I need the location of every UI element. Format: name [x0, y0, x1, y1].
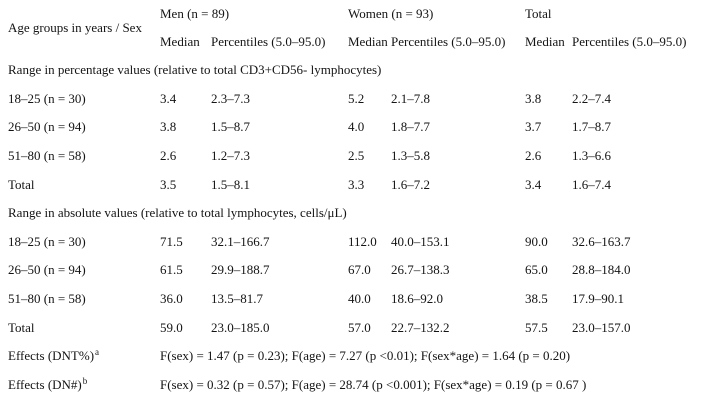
- table-cell: 2.6: [160, 148, 177, 164]
- row-label: 51–80 (n = 58): [8, 291, 86, 307]
- section-title-percentage-values: Range in percentage values (relative to …: [8, 62, 382, 78]
- effects-dnt-percent-statistics: F(sex) = 1.47 (p = 0.23); F(age) = 7.27 …: [160, 348, 571, 364]
- header-men-median: Median: [160, 34, 200, 49]
- table-cell: 3.4: [160, 90, 177, 106]
- table-cell: 4.0: [348, 119, 365, 135]
- table-cell: 2.3–7.3: [211, 90, 250, 106]
- header-women-median: Median: [348, 34, 388, 49]
- table-cell: 32.1–166.7: [211, 233, 270, 249]
- table-cell: 1.8–7.7: [391, 119, 430, 135]
- table-cell: 57.0: [348, 319, 371, 335]
- table-cell: 22.7–132.2: [391, 319, 450, 335]
- table-cell: 18.6–92.0: [391, 291, 443, 307]
- row-label: Total: [8, 319, 35, 335]
- table-cell: 1.6–7.2: [391, 176, 430, 192]
- table-cell: 40.0: [348, 291, 371, 307]
- header-total-median: Median: [525, 34, 565, 49]
- effects-dn-count-label: Effects (DN#) b: [8, 375, 88, 392]
- effects-dn-count-statistics: F(sex) = 0.32 (p = 0.57); F(age) = 28.74…: [160, 376, 587, 392]
- table-cell: 1.6–7.4: [572, 176, 611, 192]
- table-cell: 2.5: [348, 148, 365, 164]
- table-cell: 2.2–7.4: [572, 90, 611, 106]
- table-cell: 23.0–185.0: [211, 319, 270, 335]
- row-label: 26–50 (n = 94): [8, 119, 86, 135]
- table-cell: 13.5–81.7: [211, 291, 263, 307]
- table-cell: 17.9–90.1: [572, 291, 624, 307]
- table-cell: 26.7–138.3: [391, 262, 450, 278]
- table-cell: 3.8: [160, 119, 177, 135]
- table-cell: 1.7–8.7: [572, 119, 611, 135]
- row-label: 18–25 (n = 30): [8, 90, 86, 106]
- header-age-groups-sex-label: Age groups in years / Sex: [8, 20, 142, 35]
- table-cell: 40.0–153.1: [391, 233, 450, 249]
- header-group-men: Men (n = 89): [160, 6, 230, 21]
- table-cell: 3.5: [160, 176, 177, 192]
- table-cell: 59.0: [160, 319, 183, 335]
- table-cell: 112.0: [348, 233, 377, 249]
- header-group-women: Women (n = 93): [348, 6, 434, 21]
- table-cell: 28.8–184.0: [572, 262, 631, 278]
- section-title-absolute-values: Range in absolute values (relative to to…: [8, 205, 347, 221]
- row-label: 26–50 (n = 94): [8, 262, 86, 278]
- table-cell: 61.5: [160, 262, 183, 278]
- effects-dnt-percent-label: Effects (DNT%) a: [8, 347, 100, 364]
- header-total-percentiles: Percentiles (5.0–95.0): [572, 34, 687, 49]
- table-cell: 1.3–5.8: [391, 148, 430, 164]
- header-men-percentiles: Percentiles (5.0–95.0): [211, 34, 326, 49]
- table-cell: 29.9–188.7: [211, 262, 270, 278]
- table-cell: 1.5–8.1: [211, 176, 250, 192]
- table-cell: 1.3–6.6: [572, 148, 611, 164]
- table-cell: 3.3: [348, 176, 365, 192]
- table-cell: 65.0: [525, 262, 548, 278]
- table-cell: 23.0–157.0: [572, 319, 631, 335]
- table-cell: 90.0: [525, 233, 548, 249]
- table-cell: 3.4: [525, 176, 542, 192]
- table-cell: 1.2–7.3: [211, 148, 250, 164]
- table-cell: 3.8: [525, 90, 542, 106]
- table-cell: 38.5: [525, 291, 548, 307]
- effects-dnt-percent-text: Effects (DNT%): [8, 348, 95, 364]
- table-cell: 67.0: [348, 262, 371, 278]
- row-label: 18–25 (n = 30): [8, 233, 86, 249]
- table-cell: 2.6: [525, 148, 542, 164]
- table-cell: 32.6–163.7: [572, 233, 631, 249]
- effects-dn-count-text: Effects (DN#): [8, 376, 82, 392]
- table-cell: 1.5–8.7: [211, 119, 250, 135]
- table-cell: 36.0: [160, 291, 183, 307]
- table-cell: 71.5: [160, 233, 183, 249]
- row-label: 51–80 (n = 58): [8, 148, 86, 164]
- row-label: Total: [8, 176, 35, 192]
- header-women-percentiles: Percentiles (5.0–95.0): [391, 34, 506, 49]
- header-group-total: Total: [525, 6, 552, 21]
- table-cell: 2.1–7.8: [391, 90, 430, 106]
- table-cell: 57.5: [525, 319, 548, 335]
- table-cell: 3.7: [525, 119, 542, 135]
- table-cell: 5.2: [348, 90, 365, 106]
